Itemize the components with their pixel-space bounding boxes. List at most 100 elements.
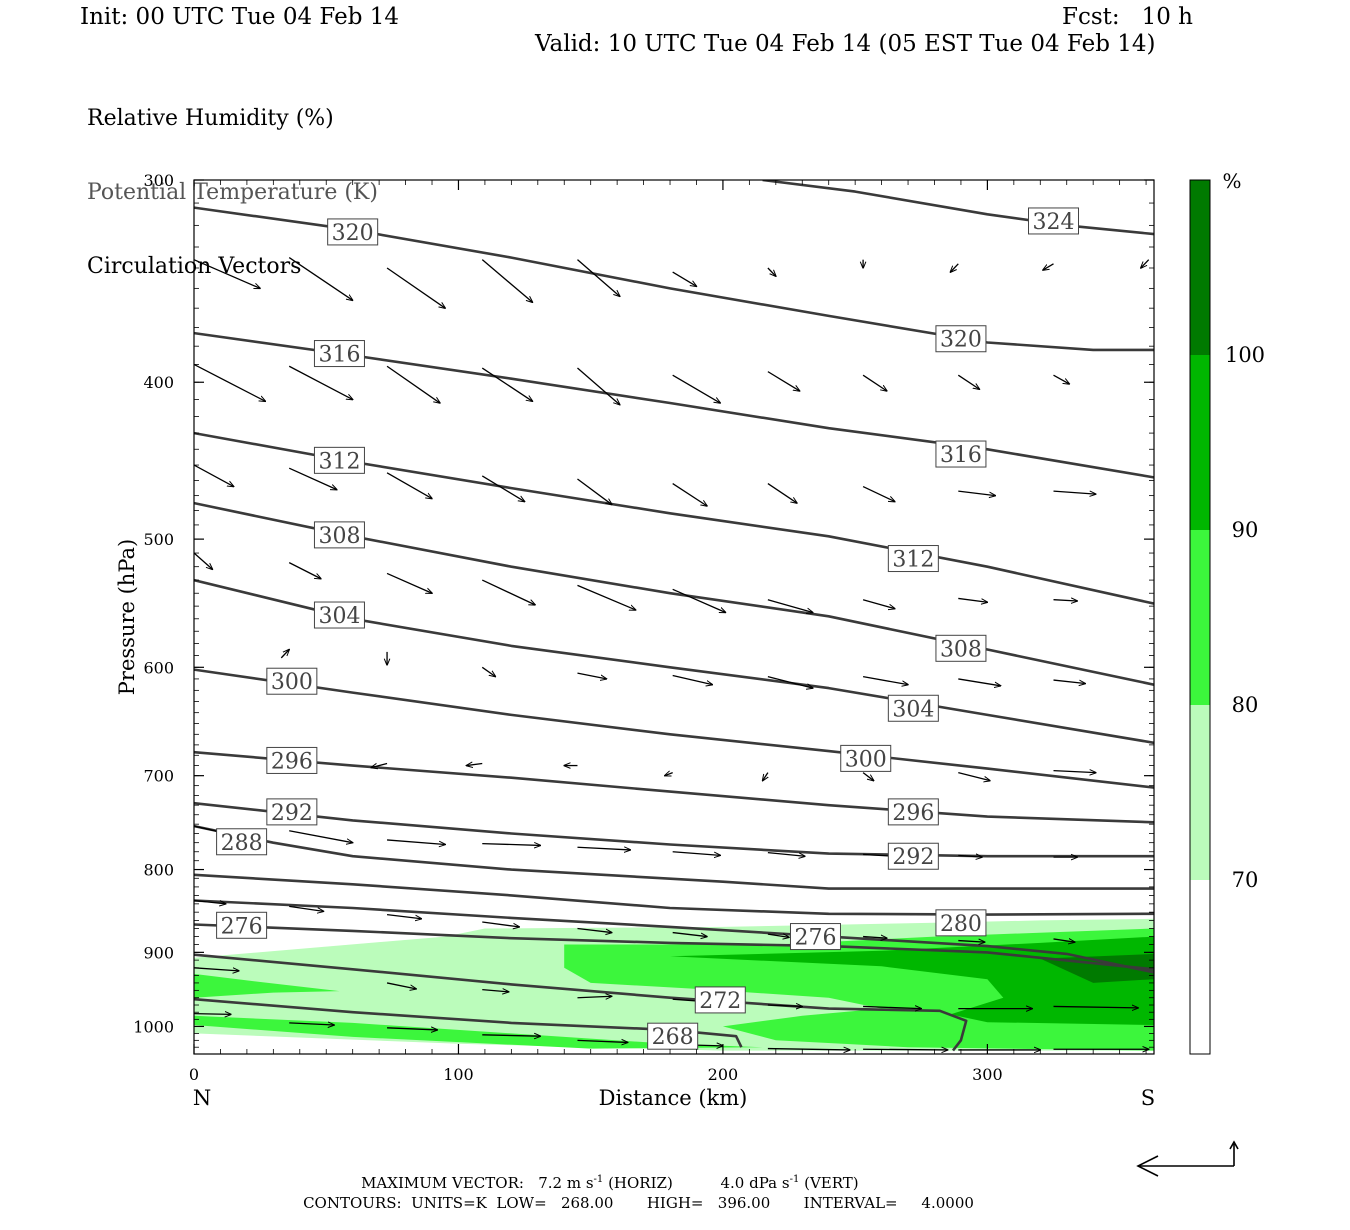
circulation-vector [767,675,813,688]
circulation-vector [386,365,440,403]
circulation-vector [862,599,895,609]
y-tick-label: 600 [143,658,174,677]
svg-text:292: 292 [271,801,313,826]
theta-contour-296 [194,750,1154,824]
circulation-vector [862,772,874,781]
svg-text:312: 312 [318,449,360,474]
circulation-vector [672,851,721,856]
circulation-vector [577,259,619,297]
circulation-vector [466,764,483,766]
theta-contour-320 [194,206,1154,352]
contour-label-296: 296 [266,746,318,774]
circulation-vector [665,773,673,776]
circulation-vector [481,259,532,303]
circulation-vector [958,678,1000,686]
cross-section-chart: 3243203203163163123123083083043043003002… [115,169,1265,1110]
vector-field-title: Circulation Vectors [87,254,302,279]
circulation-vector [481,666,495,676]
theta-contour-276 [194,923,1154,971]
y-tick-label: 300 [143,171,174,190]
circulation-vector [288,562,321,579]
svg-text:304: 304 [318,604,360,629]
circulation-vector [288,257,352,301]
x-axis-title: Distance (km) [599,1086,748,1110]
circulation-vector [387,1028,437,1030]
circulation-vector [194,259,260,289]
max-vert-value: 4.0 dPa s [720,1174,790,1192]
circulation-vector [289,1023,334,1025]
circulation-vector [194,899,226,903]
circulation-vector [288,365,352,399]
circulation-vector [386,267,445,308]
y-tick-label: 700 [143,767,174,786]
circulation-vector [672,931,707,937]
circulation-vector [288,467,337,489]
circulation-vector [862,675,908,685]
contour-label-276: 276 [216,911,268,939]
y-tick-label: 800 [143,861,174,880]
circulation-vector [194,363,265,401]
colorbar-label-100: 100 [1225,343,1265,367]
circulation-vector [289,830,352,843]
circulation-vector [1053,491,1096,494]
circulation-vector [767,852,805,857]
circulation-vector [958,597,987,602]
svg-text:308: 308 [940,637,982,662]
x-tick-label: 300 [972,1065,1003,1084]
theta-contour-300 [194,668,1154,789]
svg-text:280: 280 [940,912,982,937]
max-horiz-value: 7.2 m s [538,1174,594,1192]
contour-label-304: 304 [887,694,939,722]
circulation-vector [482,921,519,927]
y-tick-label: 900 [143,943,174,962]
circulation-vector [763,772,768,781]
x-tick-label: 200 [708,1065,739,1084]
circulation-vector [672,374,721,403]
contour-label-layer: 3243203203163163123123083083043043003002… [216,207,1080,1050]
init-time: Init: 00 UTC Tue 04 Feb 14 [80,4,400,30]
circulation-vector [672,271,697,286]
contour-label-312: 312 [313,446,365,474]
x-tick-label: 0 [189,1065,199,1084]
circulation-vector [194,464,234,487]
circulation-vector [767,1049,850,1050]
contour-label-272: 272 [694,986,746,1014]
circulation-vector [386,572,432,593]
contour-label-296: 296 [887,798,939,826]
contour-label-300: 300 [266,667,318,695]
circulation-vector [482,990,508,992]
svg-text:316: 316 [940,443,982,468]
circulation-vector [481,367,532,401]
contour-label-276: 276 [789,923,841,951]
north-label: N [193,1086,211,1110]
svg-text:292: 292 [892,845,934,870]
circulation-vector [863,1006,921,1008]
circulation-vector [767,483,797,504]
svg-text:296: 296 [892,801,934,826]
circulation-vector [862,374,887,391]
circulation-vector [577,847,630,850]
svg-text:276: 276 [221,914,263,939]
svg-text:268: 268 [652,1025,694,1050]
circulation-vector [371,762,388,768]
circulation-vector [194,552,213,569]
theta-contour-268 [194,997,743,1048]
svg-text:272: 272 [699,989,741,1014]
theta-contour-292 [194,801,1154,858]
rh-region-rh90 [670,936,1154,1025]
theta-contour-280 [194,899,1154,974]
contour-info-line: CONTOURS: UNITS=K LOW= 268.00 HIGH= 396.… [303,1194,974,1212]
circulation-vector [1053,600,1078,601]
svg-text:276: 276 [794,926,836,951]
svg-text:312: 312 [892,548,934,573]
circulation-vector [767,1005,802,1006]
circulation-vector [958,941,984,943]
circulation-vector [672,483,707,506]
circulation-vector [577,1040,627,1042]
forecast-hour: Fcst: 10 h [1062,4,1193,30]
svg-text:316: 316 [318,343,360,368]
y-tick-label: 400 [143,373,174,392]
contour-label-320: 320 [327,218,379,246]
circulation-vector [958,490,995,496]
contour-label-316: 316 [935,440,987,468]
